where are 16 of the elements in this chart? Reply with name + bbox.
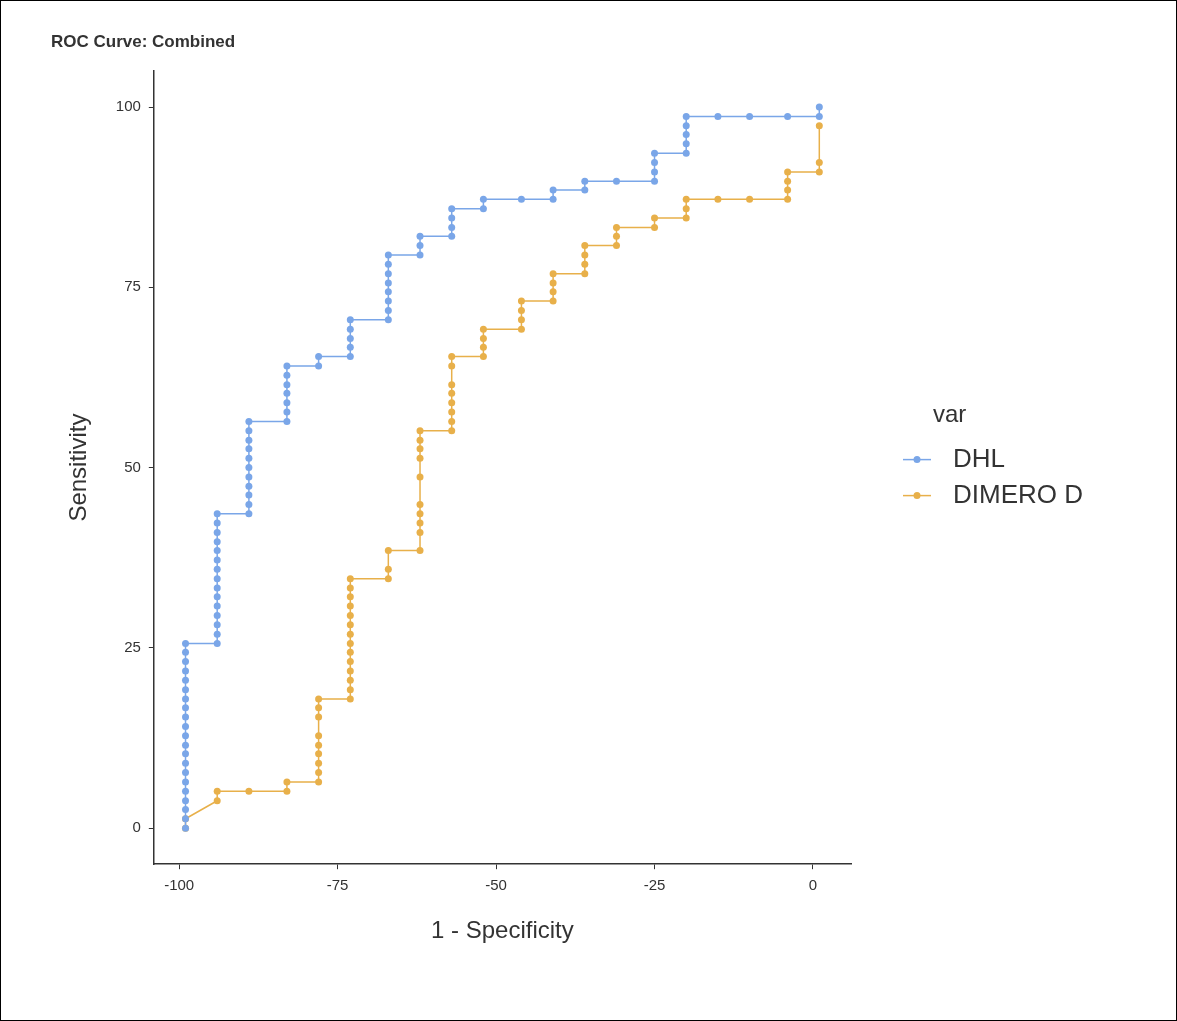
x-tick-label: -75 (326, 876, 349, 894)
y-tick-label: 25 (124, 638, 141, 656)
y-tick-label: 50 (124, 457, 141, 475)
legend-title: var (933, 400, 967, 428)
x-tick-label: -50 (485, 876, 507, 894)
x-tick-label: 0 (808, 876, 818, 894)
x-axis-title: 1 - Specificity (431, 916, 574, 944)
legend-label: DHL (953, 442, 1006, 473)
legend-label: DIMERO D (953, 478, 1083, 509)
y-tick-label: 75 (124, 277, 141, 295)
y-tick-label: 100 (115, 97, 141, 115)
x-tick-label: -100 (164, 876, 195, 894)
x-tick-label: -25 (643, 876, 666, 894)
y-tick-label: 0 (132, 818, 141, 836)
chart-title: ROC Curve: Combined (51, 32, 236, 52)
y-axis-title: Sensitivity (64, 413, 92, 522)
